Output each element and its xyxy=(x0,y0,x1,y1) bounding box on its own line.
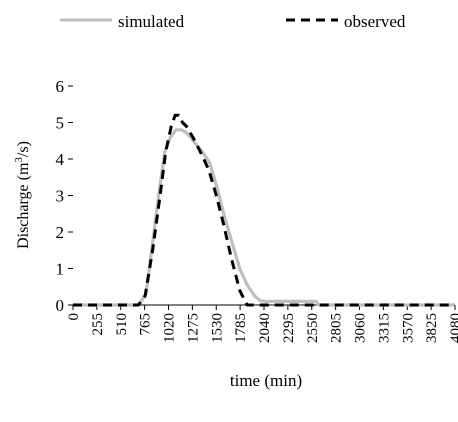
x-tick-label-11: 2805 xyxy=(329,313,345,343)
x-tick-label-16: 4080 xyxy=(448,313,458,343)
x-axis-label: time (min) xyxy=(230,371,302,390)
y-tick-label-2: 2 xyxy=(56,223,65,242)
y-tick-label-4: 4 xyxy=(56,150,65,169)
series-line-simulated xyxy=(73,128,455,307)
y-axis-label-tail: /s) xyxy=(15,141,32,157)
x-tick-label-6: 1530 xyxy=(209,313,225,343)
x-tick-label-15: 3825 xyxy=(424,313,440,343)
x-tick-label-9: 2295 xyxy=(281,313,297,343)
x-tick-label-12: 3060 xyxy=(353,313,369,343)
x-tick-label-1: 255 xyxy=(90,313,106,336)
y-tick-label-6: 6 xyxy=(56,77,65,96)
x-tick-label-4: 1020 xyxy=(162,313,178,343)
y-axis-label-sup: 3 xyxy=(13,157,25,163)
x-tick-label-5: 1275 xyxy=(185,313,201,343)
legend-observed-label: observed xyxy=(344,12,406,31)
x-tick-label-14: 3570 xyxy=(400,313,416,343)
x-tick-label-3: 765 xyxy=(138,313,154,336)
legend-simulated-label: simulated xyxy=(118,12,185,31)
x-tick-label-8: 2040 xyxy=(257,313,273,343)
x-tick-label-10: 2550 xyxy=(305,313,321,343)
legend: simulated observed xyxy=(60,12,406,31)
y-tick-label-1: 1 xyxy=(56,260,65,279)
series-line-observed xyxy=(73,113,455,307)
x-tick-label-0: 0 xyxy=(66,313,82,321)
y-axis-label: Discharge (m3/s) xyxy=(13,141,32,249)
x-tick-label-13: 3315 xyxy=(376,313,392,343)
y-tick-label-3: 3 xyxy=(56,187,65,206)
plot-area: 0 1 2 3 4 5 6 0 255 510 765 1020 1275 1530 1785 2040 229… xyxy=(56,77,458,343)
x-tick-label-2: 510 xyxy=(114,313,130,336)
y-tick-label-0: 0 xyxy=(56,296,65,315)
y-tick-label-5: 5 xyxy=(56,114,65,133)
x-tick-label-7: 1785 xyxy=(233,313,249,343)
y-axis-label-main: Discharge (m xyxy=(15,162,32,249)
